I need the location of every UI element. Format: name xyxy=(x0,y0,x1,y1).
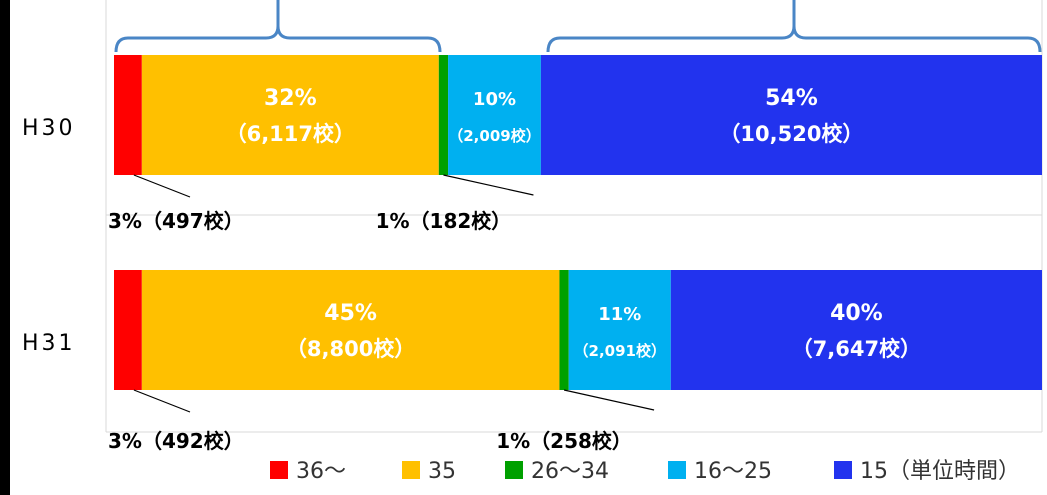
legend-swatch-4 xyxy=(834,461,852,479)
leader-line-h31-0 xyxy=(133,389,191,413)
leader-line-h30-0 xyxy=(133,174,191,198)
seg-label-count-h31-3: （2,091校） xyxy=(574,342,666,360)
legend-label-2: 26～34 xyxy=(531,459,609,484)
callout-label-h31-2: 1%（258校） xyxy=(496,429,632,453)
seg-label-pct-h30-1: 32% xyxy=(264,86,317,111)
legend-swatch-2 xyxy=(505,461,523,479)
seg-label-pct-h31-1: 45% xyxy=(324,301,377,326)
bar-segment-h31-4 xyxy=(670,270,1042,390)
bar-segment-h30-3 xyxy=(448,55,541,175)
seg-label-count-h30-1: （6,117校） xyxy=(226,122,355,146)
bar-segment-h31-2 xyxy=(559,270,569,390)
bar-segment-h31-1 xyxy=(141,270,560,390)
bracket-16-25-and-15 xyxy=(546,0,1042,53)
bar-segment-h31-0 xyxy=(114,270,142,390)
legend-label-3: 16～25 xyxy=(694,459,772,484)
seg-label-pct-h30-4: 54% xyxy=(765,86,818,111)
seg-label-pct-h31-3: 11% xyxy=(598,304,641,325)
row-label-h30: H30 xyxy=(22,116,76,141)
bar-segment-h30-2 xyxy=(438,55,449,175)
seg-label-count-h30-4: （10,520校） xyxy=(719,122,863,146)
legend-swatch-3 xyxy=(668,461,686,479)
bar-segment-h30-0 xyxy=(114,55,142,175)
leader-line-h30-2 xyxy=(443,174,534,196)
row-label-h31: H31 xyxy=(22,331,76,356)
bar-segment-h31-3 xyxy=(568,270,671,390)
seg-label-count-h31-4: （7,647校） xyxy=(792,337,921,361)
left-edge-bar xyxy=(0,0,10,495)
legend-swatch-0 xyxy=(270,461,288,479)
legend-label-1: 35 xyxy=(428,459,456,484)
bar-segment-h30-1 xyxy=(141,55,439,175)
legend-label-4: 15（単位時間） xyxy=(860,459,1020,484)
leader-line-h31-2 xyxy=(563,389,655,411)
bar-segment-h30-4 xyxy=(540,55,1042,175)
callout-label-h31-0: 3%（492校） xyxy=(108,429,244,453)
seg-label-pct-h31-4: 40% xyxy=(830,301,883,326)
legend-swatch-1 xyxy=(402,461,420,479)
legend-label-0: 36～ xyxy=(296,459,346,484)
callout-label-h30-2: 1%（182校） xyxy=(376,209,512,233)
bracket-36-and-35 xyxy=(114,0,442,53)
seg-label-count-h31-1: （8,800校） xyxy=(286,337,415,361)
seg-label-count-h30-3: （2,009校） xyxy=(448,127,540,145)
seg-label-pct-h30-3: 10% xyxy=(473,89,516,110)
callout-label-h30-0: 3%（497校） xyxy=(108,209,244,233)
